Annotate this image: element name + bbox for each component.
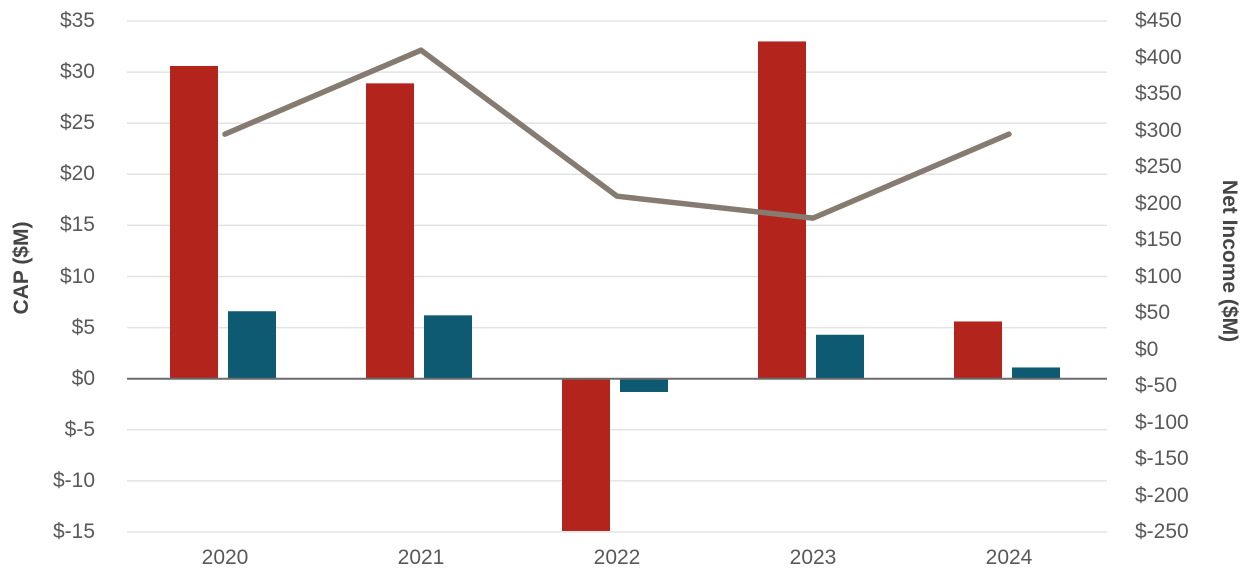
bar-cap-teal-bars-2022 bbox=[620, 378, 668, 392]
left-axis-tick-label: $0 bbox=[71, 366, 95, 390]
right-axis-tick-label: $-250 bbox=[1135, 520, 1189, 543]
left-axis-tick-label: $-10 bbox=[52, 468, 95, 492]
right-axis-tick-label: $250 bbox=[1135, 155, 1182, 178]
x-axis-category-label: 2020 bbox=[201, 546, 249, 569]
right-axis-tick-label: $400 bbox=[1135, 45, 1182, 69]
bar-cap-red-bars-2021 bbox=[366, 83, 414, 379]
bar-cap-teal-bars-2020 bbox=[228, 311, 276, 379]
right-axis-tick-label: $200 bbox=[1135, 191, 1182, 215]
right-axis-tick-label: $100 bbox=[1135, 264, 1182, 288]
left-axis-tick-label: $30 bbox=[59, 60, 95, 84]
left-axis-tick-label: $10 bbox=[59, 264, 95, 288]
line-net-income-line bbox=[222, 47, 1012, 221]
bar-cap-red-bars-2022 bbox=[562, 378, 610, 531]
bar-cap-red-bars-2020 bbox=[170, 65, 218, 379]
right-axis-tick-label: $50 bbox=[1135, 301, 1171, 324]
bar-cap-red-bars-2023 bbox=[758, 41, 806, 379]
right-axis-tick-label: $350 bbox=[1135, 82, 1182, 105]
bar-cap-teal-bars-2021 bbox=[424, 315, 472, 379]
left-axis-tick-label: $5 bbox=[71, 315, 95, 339]
bar-cap-red-bars-2024 bbox=[954, 321, 1002, 379]
right-axis-tick-label: $-200 bbox=[1135, 483, 1189, 507]
x-axis-category-label: 2024 bbox=[985, 546, 1033, 569]
left-axis-tick-label: $35 bbox=[59, 9, 95, 32]
right-axis-title: Net Income ($M) bbox=[1218, 179, 1241, 343]
right-axis-tick-label: $450 bbox=[1135, 9, 1182, 32]
right-axis-tick-label: $300 bbox=[1135, 118, 1182, 142]
left-axis-tick-label: $25 bbox=[59, 111, 95, 135]
right-axis-tick-label: $-100 bbox=[1135, 410, 1189, 434]
x-axis-category-label: 2021 bbox=[397, 546, 445, 569]
right-axis-tick-label: $-150 bbox=[1135, 447, 1189, 470]
left-axis-tick-label: $-15 bbox=[52, 520, 95, 543]
left-axis-tick-label: $20 bbox=[59, 162, 95, 186]
bar-cap-teal-bars-2023 bbox=[816, 334, 864, 379]
left-axis-tick-label: $-5 bbox=[64, 417, 95, 441]
x-axis-category-label: 2022 bbox=[593, 546, 641, 569]
right-axis-tick-label: $-50 bbox=[1135, 374, 1178, 397]
right-axis-tick-label: $0 bbox=[1135, 337, 1159, 361]
right-axis-tick-label: $150 bbox=[1135, 228, 1182, 251]
bar-cap-teal-bars-2024 bbox=[1012, 367, 1060, 379]
x-axis-category-label: 2023 bbox=[789, 546, 837, 569]
left-axis-tick-label: $15 bbox=[59, 213, 95, 237]
